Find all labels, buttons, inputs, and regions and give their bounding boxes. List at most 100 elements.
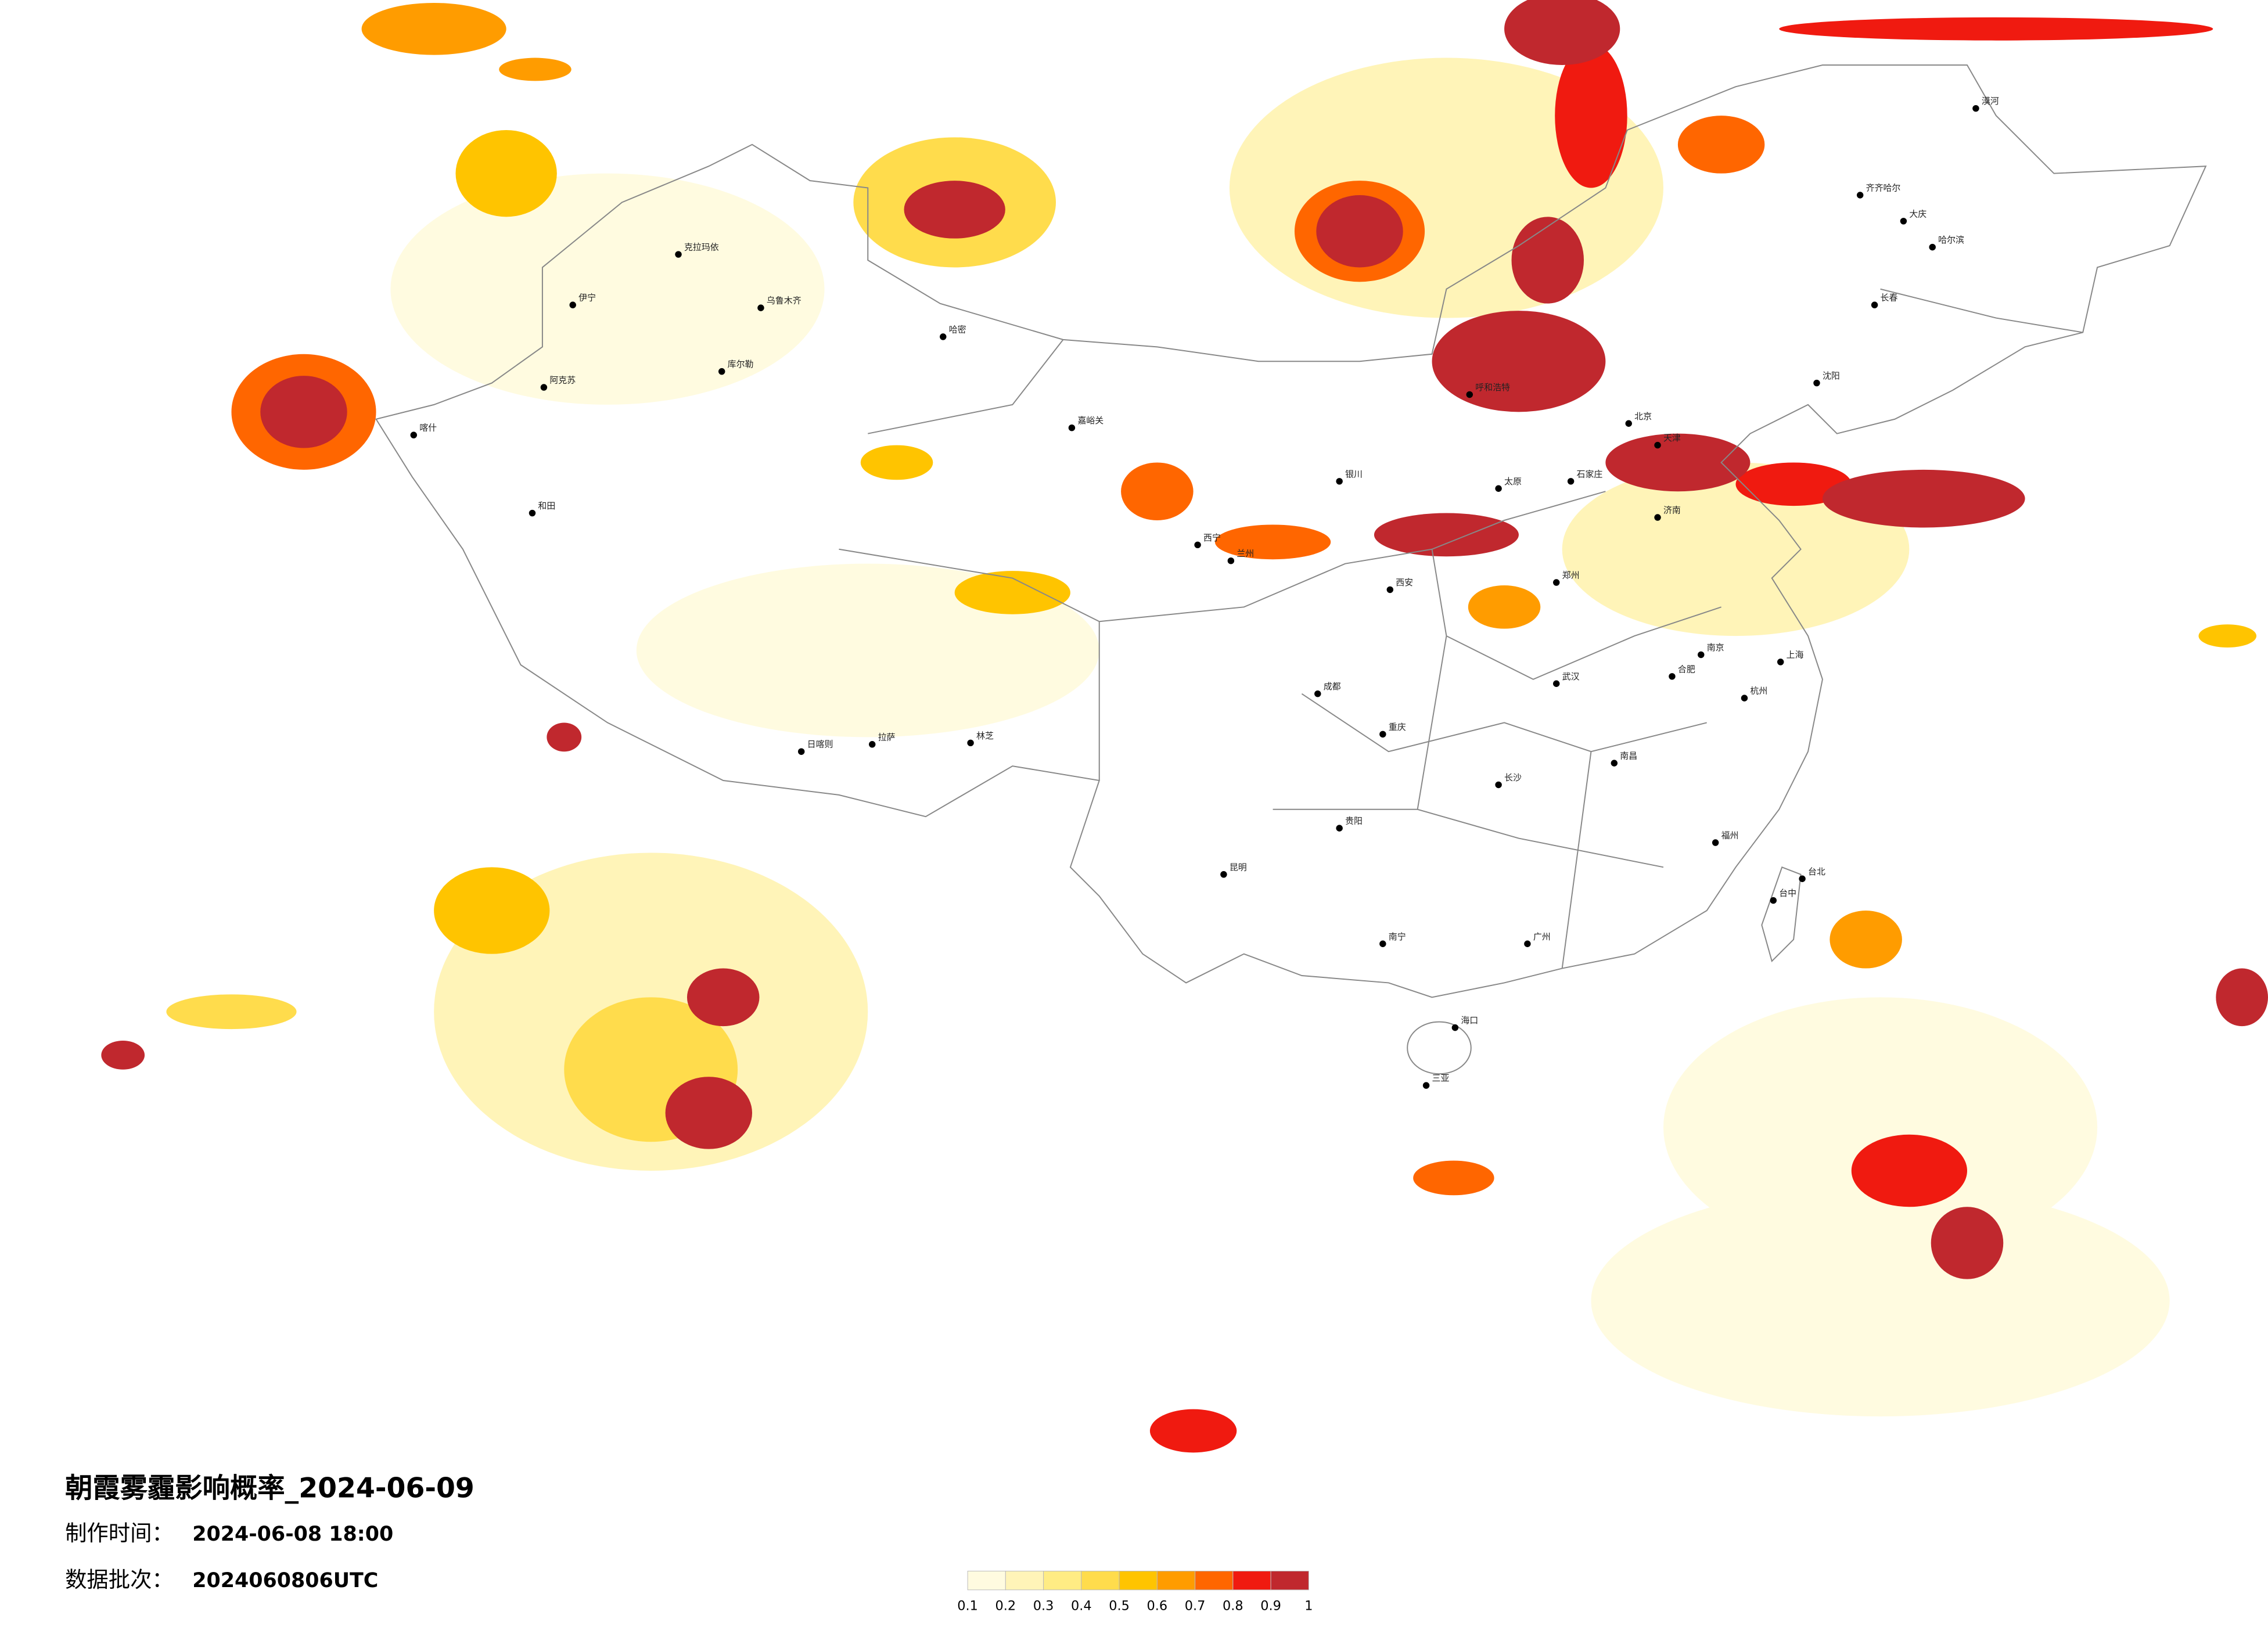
city-label: 喀什: [419, 423, 437, 433]
city-label: 哈密: [949, 324, 966, 334]
taiwan: [1761, 866, 1802, 963]
haze-area: [1605, 433, 1751, 492]
legend-tick-label: 0.4: [1071, 1599, 1092, 1614]
haze-area: [1830, 911, 1902, 969]
city-label: 台北: [1808, 866, 1825, 877]
legend-swatch: [967, 1570, 1006, 1591]
haze-area: [686, 968, 760, 1027]
haze-area: [860, 445, 933, 480]
haze-area: [1374, 513, 1519, 557]
city-label: 合肥: [1678, 664, 1695, 674]
city-dot: [1220, 871, 1227, 878]
haze-area: [1149, 1409, 1237, 1453]
city-label: 济南: [1663, 505, 1681, 516]
city-dot: [718, 368, 725, 375]
title: 朝霞雾霾影响概率_2024-06-09: [65, 1473, 475, 1505]
city-dot: [1770, 897, 1777, 904]
city-label: 南宁: [1389, 931, 1406, 942]
haze-area: [1931, 1207, 2004, 1279]
city-dot: [540, 384, 548, 391]
made-value: 2024-06-08 18:00: [192, 1523, 393, 1546]
haze-area: [1663, 997, 2098, 1258]
city-label: 成都: [1324, 681, 1341, 692]
city-label: 漠河: [1982, 96, 1999, 106]
haze-area: [499, 57, 572, 81]
city-dot: [1552, 579, 1560, 586]
city-label: 广州: [1533, 931, 1551, 942]
city-dot: [1194, 541, 1201, 549]
haze-area: [2198, 624, 2257, 648]
city-label: 克拉玛依: [684, 242, 719, 253]
legend-tick-label: 0.2: [995, 1599, 1016, 1614]
city-label: 西宁: [1203, 533, 1221, 543]
haze-area: [1468, 585, 1541, 629]
city-dot: [1379, 731, 1386, 738]
haze-area: [1504, 0, 1620, 65]
haze-area: [1432, 311, 1606, 412]
city-dot: [1314, 690, 1321, 697]
city-dot: [1777, 659, 1784, 665]
haze-layer: [101, 0, 2268, 1453]
province-lines: [839, 288, 2083, 969]
city-label: 南昌: [1620, 751, 1637, 761]
city-dot: [1227, 557, 1235, 564]
city-label: 阿克苏: [549, 375, 576, 386]
legend-tick-label: 0.7: [1185, 1599, 1206, 1614]
city-dot: [1799, 875, 1806, 882]
city-label: 重庆: [1389, 722, 1406, 732]
legend-swatch: [1043, 1570, 1082, 1591]
city-label: 武汉: [1562, 671, 1580, 682]
city-dot: [569, 301, 576, 308]
haze-area: [1591, 1185, 2170, 1417]
city-dot: [1741, 695, 1748, 702]
city-label: 长春: [1881, 293, 1898, 303]
legend-tick-label: 0.8: [1223, 1599, 1243, 1614]
city-label: 昆明: [1230, 862, 1247, 872]
city-label: 杭州: [1750, 686, 1767, 696]
city-dot: [675, 251, 682, 258]
city-dot: [1524, 940, 1531, 947]
haze-area: [455, 130, 557, 217]
city-label: 库尔勒: [728, 359, 754, 369]
haze-area: [1562, 462, 1910, 636]
city-dot: [1654, 441, 1661, 449]
haze-area: [547, 722, 582, 752]
city-dot: [1900, 218, 1907, 225]
city-dot: [1336, 825, 1343, 832]
legend-tick-label: 0.6: [1147, 1599, 1168, 1614]
city-label: 哈尔滨: [1938, 235, 1964, 245]
haze-area: [1851, 1134, 1967, 1207]
city-label: 贵阳: [1345, 816, 1363, 826]
city-dot: [1871, 301, 1878, 308]
haze-area: [434, 867, 550, 954]
city-dot: [1422, 1082, 1430, 1089]
city-label: 郑州: [1562, 570, 1580, 581]
city-dot: [1813, 379, 1820, 387]
haze-area: [1779, 17, 2213, 41]
legend-tick-label: 1: [1304, 1599, 1313, 1614]
city-dot: [1495, 781, 1502, 789]
legend-swatch: [1081, 1570, 1120, 1591]
haze-area: [904, 181, 1005, 239]
city-dot: [1712, 839, 1719, 846]
legend-tick-label: 0.3: [1033, 1599, 1054, 1614]
haze-area: [166, 994, 297, 1030]
city-dot: [797, 748, 805, 755]
legend-swatch: [1119, 1570, 1158, 1591]
legend-tick-label: 0.5: [1109, 1599, 1130, 1614]
haze-area: [101, 1041, 145, 1070]
city-dot: [1495, 485, 1502, 492]
haze-area: [260, 376, 347, 448]
city-label: 银川: [1345, 469, 1363, 479]
legend-swatch: [1156, 1570, 1196, 1591]
haze-area: [665, 1077, 753, 1149]
city-label: 兰州: [1237, 548, 1254, 559]
city-dot: [1552, 680, 1560, 687]
city-dot: [1379, 940, 1386, 947]
city-label: 沈阳: [1823, 370, 1840, 381]
city-label: 三亚: [1432, 1073, 1450, 1084]
city-label: 台中: [1779, 888, 1796, 898]
city-dot: [940, 333, 947, 340]
city-label: 和田: [538, 501, 555, 511]
